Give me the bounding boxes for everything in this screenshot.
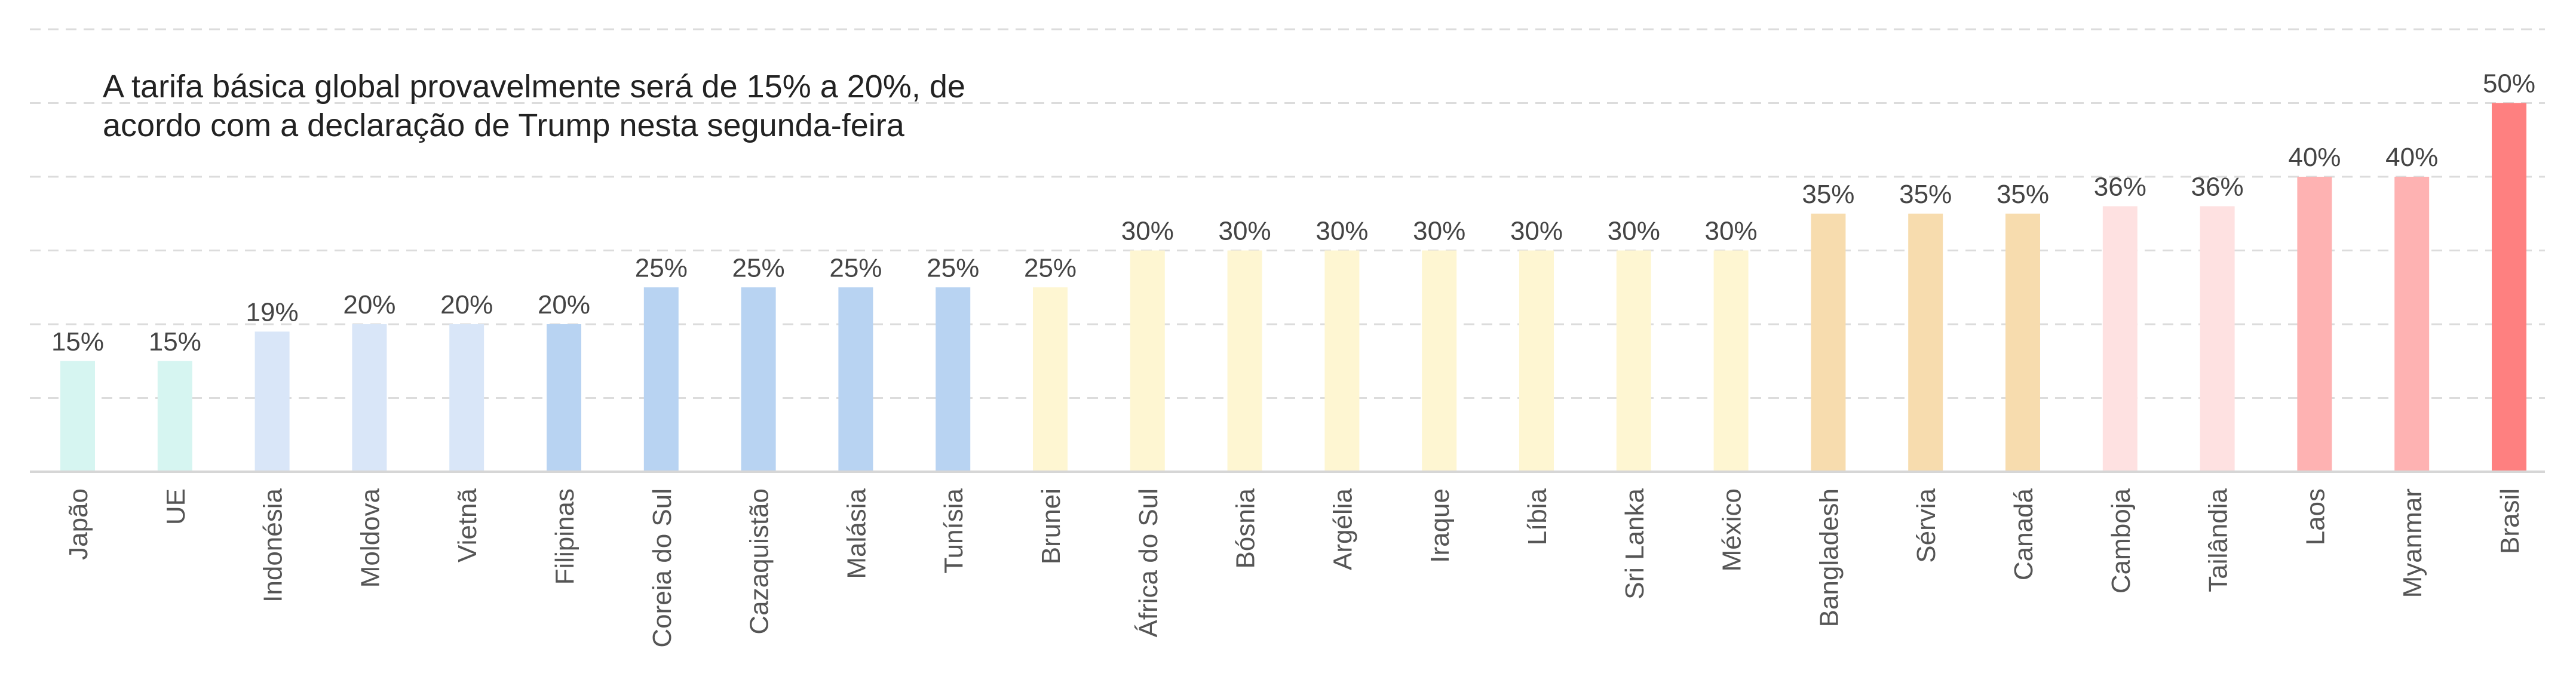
bar-4	[449, 324, 484, 472]
category-label-1: UE	[161, 488, 191, 525]
value-label-25: 50%	[2483, 69, 2535, 99]
category-label-13: Argélia	[1328, 488, 1357, 570]
bar-12	[1227, 250, 1262, 472]
bar-18	[1811, 213, 1846, 472]
value-label-15: 30%	[1510, 217, 1563, 246]
value-label-19: 35%	[1899, 180, 1952, 209]
category-label-8: Malásia	[842, 488, 871, 579]
category-label-22: Tailândia	[2204, 488, 2233, 592]
bar-19	[1908, 213, 1943, 472]
value-label-16: 30%	[1608, 217, 1660, 246]
value-label-13: 30%	[1315, 217, 1368, 246]
value-label-10: 25%	[1024, 253, 1077, 282]
bar-22	[2200, 206, 2235, 472]
bar-0	[60, 361, 95, 472]
bar-14	[1422, 250, 1457, 472]
bar-17	[1713, 250, 1749, 472]
value-label-20: 35%	[1997, 180, 2049, 209]
category-label-23: Laos	[2301, 488, 2330, 545]
category-label-19: Sérvia	[1912, 488, 1941, 562]
category-label-25: Brasil	[2495, 488, 2525, 554]
category-label-21: Camboja	[2106, 488, 2136, 594]
value-label-24: 40%	[2385, 143, 2438, 172]
value-label-8: 25%	[829, 253, 882, 282]
bar-15	[1519, 250, 1554, 472]
category-label-12: Bósnia	[1231, 488, 1261, 568]
chart-title-line-2: acordo com a declaração de Trump nesta s…	[103, 107, 905, 143]
value-label-5: 20%	[538, 290, 590, 319]
value-label-6: 25%	[635, 253, 688, 282]
category-label-5: Filipinas	[550, 488, 579, 585]
bars	[60, 103, 2526, 472]
value-label-11: 30%	[1121, 217, 1174, 246]
category-label-9: Tunísia	[939, 488, 968, 573]
bar-24	[2394, 177, 2430, 472]
category-label-11: África do Sul	[1134, 488, 1163, 637]
bar-8	[838, 287, 873, 472]
bar-11	[1130, 250, 1165, 472]
value-label-9: 25%	[927, 253, 979, 282]
category-label-3: Moldova	[355, 488, 385, 588]
bar-16	[1616, 250, 1651, 472]
value-label-1: 15%	[149, 327, 201, 356]
category-label-16: Sri Lanka	[1620, 488, 1649, 599]
category-label-10: Brunei	[1036, 488, 1066, 564]
value-label-17: 30%	[1705, 217, 1758, 246]
bar-25	[2492, 103, 2526, 472]
value-label-12: 30%	[1219, 217, 1271, 246]
category-label-15: Líbia	[1523, 488, 1552, 545]
bar-7	[741, 287, 776, 472]
category-label-0: Japão	[64, 488, 93, 560]
category-label-20: Canadá	[2009, 488, 2038, 580]
bar-1	[157, 361, 192, 472]
bar-20	[2005, 213, 2040, 472]
category-label-24: Myanmar	[2398, 488, 2427, 598]
category-label-2: Indonésia	[259, 488, 288, 602]
bar-3	[352, 324, 387, 472]
value-label-2: 19%	[246, 297, 299, 327]
category-label-17: México	[1718, 488, 1747, 571]
bar-10	[1033, 287, 1068, 472]
value-label-7: 25%	[732, 253, 785, 282]
bar-9	[936, 287, 971, 472]
value-label-0: 15%	[51, 327, 104, 356]
value-label-14: 30%	[1413, 217, 1465, 246]
bar-21	[2102, 206, 2138, 472]
category-label-7: Cazaquistão	[745, 488, 774, 635]
value-labels: 15% 15% 19% 20% 20% 20% 25% 25% 25% 25% 25% 30% 30% 3…	[51, 69, 2535, 356]
bar-5	[547, 324, 581, 472]
category-label-18: Bangladesh	[1814, 488, 1844, 627]
bar-2	[254, 331, 290, 472]
value-label-23: 40%	[2288, 143, 2341, 172]
gridlines	[30, 28, 2545, 399]
category-labels: Japão UE Indonésia Moldova Vietnã Filipinas Co…	[64, 488, 2525, 647]
category-label-14: Iraque	[1425, 488, 1455, 563]
category-label-6: Coreia do Sul	[648, 488, 677, 648]
chart-title-line-1: A tarifa básica global provavelmente ser…	[103, 69, 965, 104]
category-label-4: Vietnã	[453, 488, 482, 562]
value-label-4: 20%	[440, 290, 493, 319]
value-label-18: 35%	[1802, 180, 1854, 209]
value-label-21: 36%	[2094, 172, 2146, 201]
bar-23	[2297, 177, 2332, 472]
value-label-22: 36%	[2191, 172, 2244, 201]
bar-6	[643, 287, 679, 472]
value-label-3: 20%	[343, 290, 395, 319]
bar-13	[1324, 250, 1360, 472]
